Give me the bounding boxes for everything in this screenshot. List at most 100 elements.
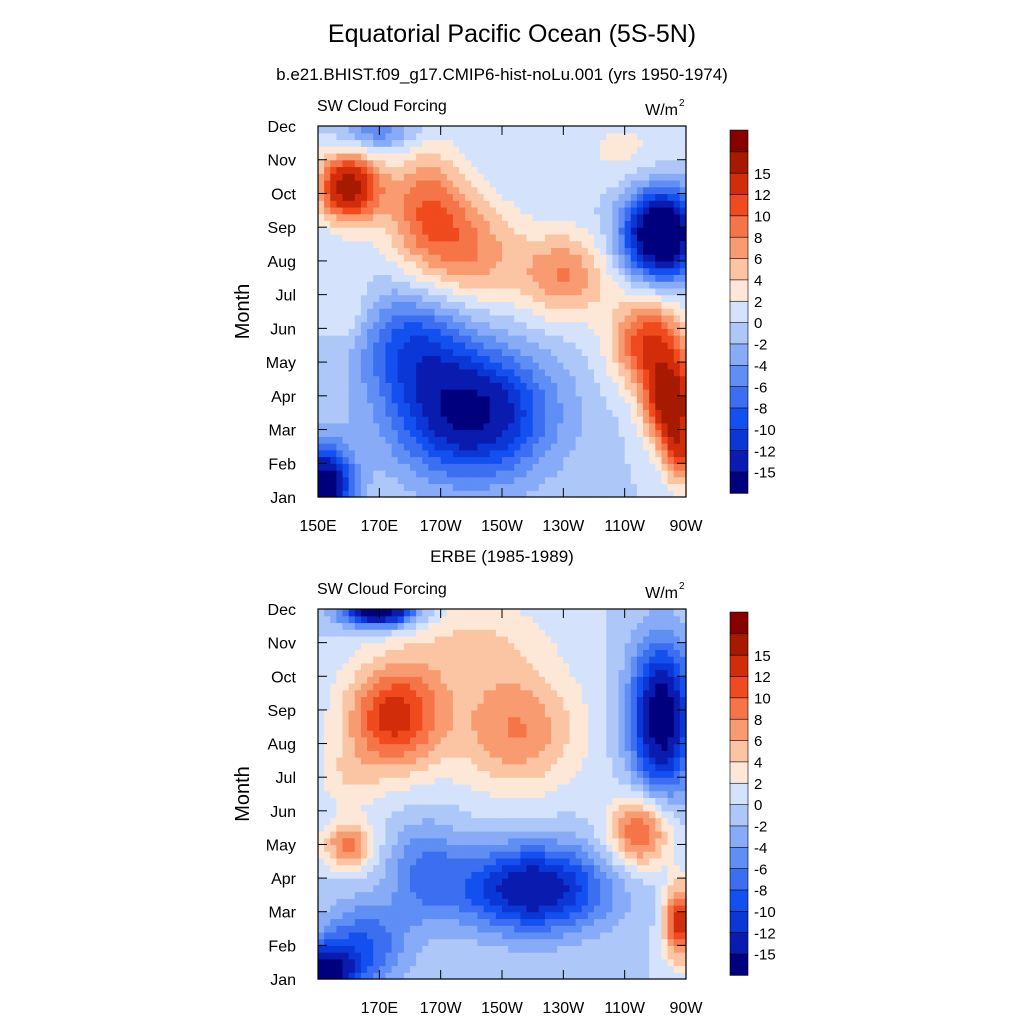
heatmap-cell (489, 267, 497, 275)
heatmap-cell (336, 750, 344, 758)
heatmap-cell (416, 743, 423, 751)
heatmap-cell (618, 281, 626, 289)
heatmap-cell (446, 429, 454, 437)
heatmap-cell (477, 831, 485, 839)
heatmap-cell (452, 443, 460, 451)
heatmap-cell (502, 321, 509, 329)
heatmap-cell (422, 301, 429, 309)
heatmap-cell (587, 416, 595, 424)
heatmap-cell (483, 126, 491, 134)
heatmap-cell (379, 736, 387, 745)
heatmap-cell (440, 227, 448, 235)
heatmap-cell (557, 456, 564, 464)
heatmap-cell (428, 247, 436, 255)
heatmap-cell (403, 395, 411, 404)
heatmap-cell (391, 126, 399, 134)
heatmap-cell (587, 206, 595, 215)
heatmap-cell (360, 193, 368, 201)
heatmap-cell (581, 429, 589, 437)
heatmap-cell (532, 416, 540, 424)
heatmap-cell (434, 716, 442, 724)
heatmap-cell (373, 308, 380, 316)
heatmap-cell (410, 152, 417, 161)
heatmap-cell (403, 375, 411, 383)
heatmap-cell (459, 615, 466, 624)
heatmap-cell (636, 382, 644, 390)
heatmap-cell (471, 422, 479, 431)
heatmap-cell (348, 355, 356, 363)
heatmap-cell (612, 220, 620, 228)
heatmap-cell (606, 321, 613, 329)
heatmap-cell (459, 173, 466, 181)
heatmap-cell (348, 287, 356, 296)
heatmap-cell (538, 402, 546, 410)
heatmap-cell (397, 824, 405, 832)
heatmap-cell (471, 126, 479, 134)
heatmap-cell (434, 436, 442, 444)
heatmap-cell (336, 669, 344, 677)
heatmap-cell (434, 642, 442, 650)
heatmap-cell (391, 952, 399, 960)
heatmap-cell (342, 629, 350, 637)
heatmap-cell (636, 416, 644, 424)
heatmap-cell (643, 247, 650, 255)
heatmap-cell (569, 490, 577, 498)
heatmap-cell (618, 240, 626, 249)
heatmap-cell (318, 362, 325, 370)
heatmap-cell (483, 456, 491, 464)
heatmap-cell (428, 609, 436, 617)
heatmap-cell (655, 193, 663, 201)
heatmap-cell (483, 213, 491, 222)
heatmap-cell (379, 422, 387, 431)
heatmap-cell (514, 348, 521, 356)
heatmap-cell (477, 952, 485, 960)
heatmap-cell (379, 139, 387, 147)
heatmap-cell (397, 476, 405, 485)
heatmap-cell (416, 490, 423, 498)
heatmap-cell (416, 709, 423, 718)
heatmap-cell (673, 456, 681, 464)
heatmap-cell (649, 260, 656, 269)
heatmap-cell (354, 709, 362, 718)
heatmap-cell (342, 884, 350, 893)
heatmap-cell (673, 126, 681, 134)
heatmap-cell (434, 159, 442, 168)
heatmap-cell (373, 696, 380, 704)
heatmap-cell (489, 931, 497, 940)
heatmap-cell (471, 689, 479, 698)
heatmap-cell (403, 683, 411, 691)
heatmap-cell (643, 362, 650, 370)
heatmap-cell (391, 783, 399, 792)
heatmap-cell (661, 395, 669, 404)
heatmap-cell (367, 389, 374, 397)
heatmap-cell (422, 402, 429, 410)
heatmap-cell (324, 884, 331, 893)
heatmap-cell (649, 227, 656, 235)
heatmap-cell (354, 683, 362, 691)
heatmap-cell (630, 443, 638, 451)
heatmap-cell (489, 642, 497, 650)
heatmap-cell (434, 254, 442, 262)
heatmap-cell (446, 193, 454, 201)
heatmap-cell (440, 635, 448, 644)
heatmap-cell (483, 152, 491, 161)
heatmap-cell (538, 281, 546, 289)
heatmap-cell (649, 301, 656, 309)
heatmap-cell (373, 247, 380, 255)
heatmap-cell (391, 348, 399, 356)
heatmap-cell (655, 233, 663, 242)
heatmap-cell (416, 348, 423, 356)
heatmap-cell (373, 436, 380, 444)
heatmap-cell (606, 139, 613, 147)
heatmap-cell (600, 193, 607, 201)
heatmap-cell (324, 166, 331, 174)
heatmap-cell (581, 233, 589, 242)
heatmap-cell (428, 146, 436, 154)
heatmap-cell (643, 267, 650, 275)
heatmap-cell (624, 456, 632, 464)
heatmap-cell (563, 227, 571, 235)
heatmap-cell (594, 483, 601, 491)
heatmap-cell (581, 281, 589, 289)
heatmap-cell (618, 409, 626, 417)
heatmap-cell (673, 294, 681, 302)
